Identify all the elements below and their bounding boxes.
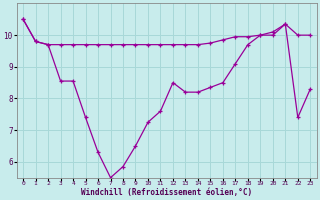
X-axis label: Windchill (Refroidissement éolien,°C): Windchill (Refroidissement éolien,°C) <box>81 188 252 197</box>
